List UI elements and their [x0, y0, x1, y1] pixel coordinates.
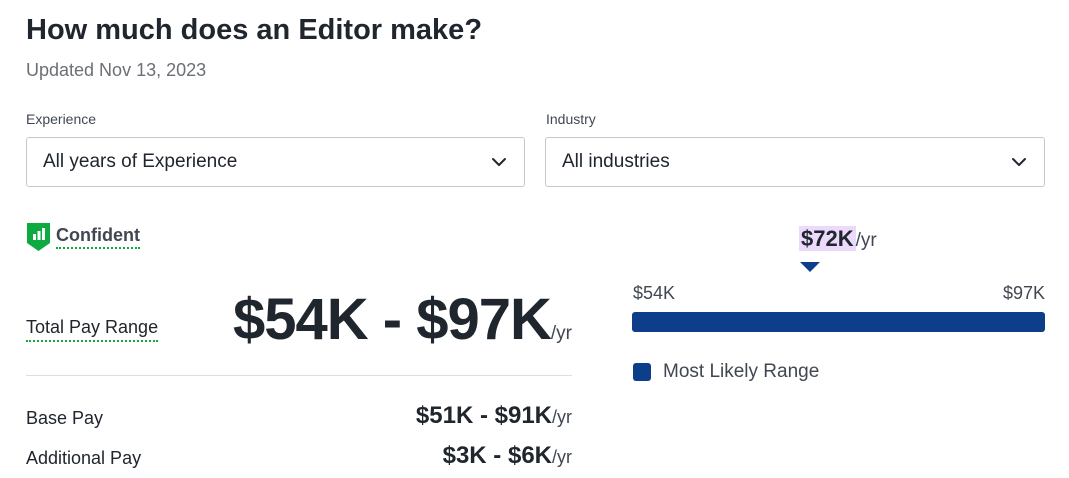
legend-label: Most Likely Range — [663, 361, 820, 382]
total-pay-label[interactable]: Total Pay Range — [26, 317, 159, 342]
legend-swatch — [633, 363, 651, 381]
updated-date: Updated Nov 13, 2023 — [26, 60, 207, 80]
base-pay-per-year: /yr — [552, 407, 572, 427]
median-marker-icon — [799, 262, 820, 272]
median-pay-per-year: /yr — [855, 230, 877, 251]
additional-pay-label: Additional Pay — [26, 448, 142, 468]
additional-pay-range: $3K - $6K/yr — [443, 442, 572, 470]
total-pay-range: $54K - $97K/yr — [233, 286, 572, 353]
experience-dropdown[interactable]: All years of Experience — [26, 137, 525, 187]
chevron-down-icon — [490, 153, 508, 171]
divider — [26, 375, 572, 376]
industry-selected-value: All industries — [562, 151, 670, 172]
chevron-down-icon — [1010, 153, 1028, 171]
industry-dropdown[interactable]: All industries — [545, 137, 1045, 187]
base-pay-label: Base Pay — [26, 408, 104, 428]
page-title: How much does an Editor make? — [26, 14, 483, 46]
base-pay-range: $51K - $91K/yr — [416, 402, 572, 430]
total-pay-value: $54K - $97K — [233, 287, 552, 352]
confidence-indicator[interactable]: Confident — [26, 222, 140, 252]
base-pay-value: $51K - $91K — [415, 402, 552, 429]
range-high-label: $97K — [1002, 283, 1045, 303]
bar-chart-shield-icon — [26, 222, 51, 252]
confidence-label[interactable]: Confident — [56, 225, 140, 249]
industry-label: Industry — [546, 111, 596, 127]
range-low-label: $54K — [633, 283, 676, 303]
additional-pay-value: $3K - $6K — [442, 442, 552, 469]
additional-pay-per-year: /yr — [552, 447, 572, 467]
experience-label: Experience — [26, 111, 97, 127]
median-pay-value: $72K — [799, 226, 856, 251]
median-pay: $72K/yr — [799, 226, 877, 252]
experience-selected-value: All years of Experience — [43, 151, 238, 172]
most-likely-range-bar — [632, 312, 1045, 332]
range-legend: Most Likely Range — [633, 361, 819, 383]
total-pay-per-year: /yr — [550, 323, 572, 344]
